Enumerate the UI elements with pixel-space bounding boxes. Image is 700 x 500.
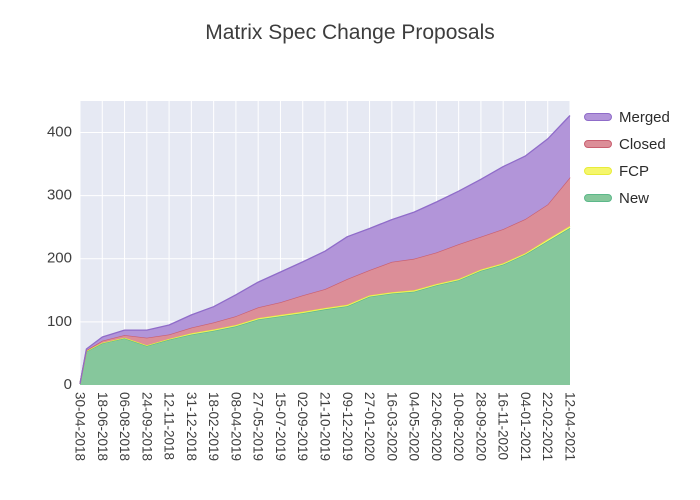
legend: Merged Closed FCP New [584, 107, 670, 208]
legend-item-new[interactable]: New [584, 188, 670, 208]
x-tick-label: 15-07-2019 [273, 392, 288, 461]
legend-label: Closed [619, 135, 666, 153]
legend-label: FCP [619, 162, 649, 180]
y-tick-label: 0 [64, 376, 72, 393]
legend-label: New [619, 189, 650, 207]
legend-swatch-closed [584, 140, 612, 148]
x-tick-label: 27-05-2019 [251, 392, 266, 461]
x-tick-label: 06-08-2018 [117, 392, 132, 461]
x-tick-label: 18-06-2018 [95, 392, 110, 461]
x-tick-label: 18-02-2019 [206, 392, 221, 461]
legend-swatch-new [584, 194, 612, 202]
x-tick-label: 24-09-2018 [139, 392, 154, 461]
legend-label: Merged [619, 108, 670, 126]
legend-item-merged[interactable]: Merged [584, 107, 670, 127]
x-tick-label: 04-01-2021 [518, 392, 533, 461]
x-tick-label: 08-04-2019 [228, 392, 243, 461]
x-tick-label: 02-09-2019 [295, 392, 310, 461]
legend-item-fcp[interactable]: FCP [584, 161, 670, 181]
x-tick-label: 21-10-2019 [318, 392, 333, 461]
x-tick-label: 31-12-2018 [184, 392, 199, 461]
x-tick-label: 12-04-2021 [563, 392, 578, 461]
line-merged [79, 115, 571, 384]
legend-item-closed[interactable]: Closed [584, 134, 670, 154]
y-tick-label: 100 [47, 313, 72, 330]
chart-title: Matrix Spec Change Proposals [205, 21, 495, 44]
legend-swatch-merged [584, 113, 612, 121]
x-tick-label: 16-03-2020 [384, 392, 399, 461]
x-tick-label: 28-09-2020 [473, 392, 488, 461]
x-tick-label: 09-12-2019 [340, 392, 355, 461]
area-new [80, 227, 570, 385]
x-tick-label: 27-01-2020 [362, 392, 377, 461]
legend-swatch-fcp [584, 167, 612, 175]
area-merged [80, 115, 570, 384]
x-tick-label: 10-08-2020 [451, 392, 466, 461]
y-tick-label: 300 [47, 187, 72, 204]
x-tick-label: 22-06-2020 [429, 392, 444, 461]
x-tick-label: 16-11-2020 [496, 392, 511, 460]
y-tick-label: 200 [47, 250, 72, 267]
x-tick-label: 12-11-2018 [162, 392, 177, 460]
x-tick-label: 30-04-2018 [73, 392, 88, 461]
x-tick-label: 22-02-2021 [540, 392, 555, 461]
x-tick-label: 04-05-2020 [407, 392, 422, 461]
y-tick-label: 400 [47, 124, 72, 141]
